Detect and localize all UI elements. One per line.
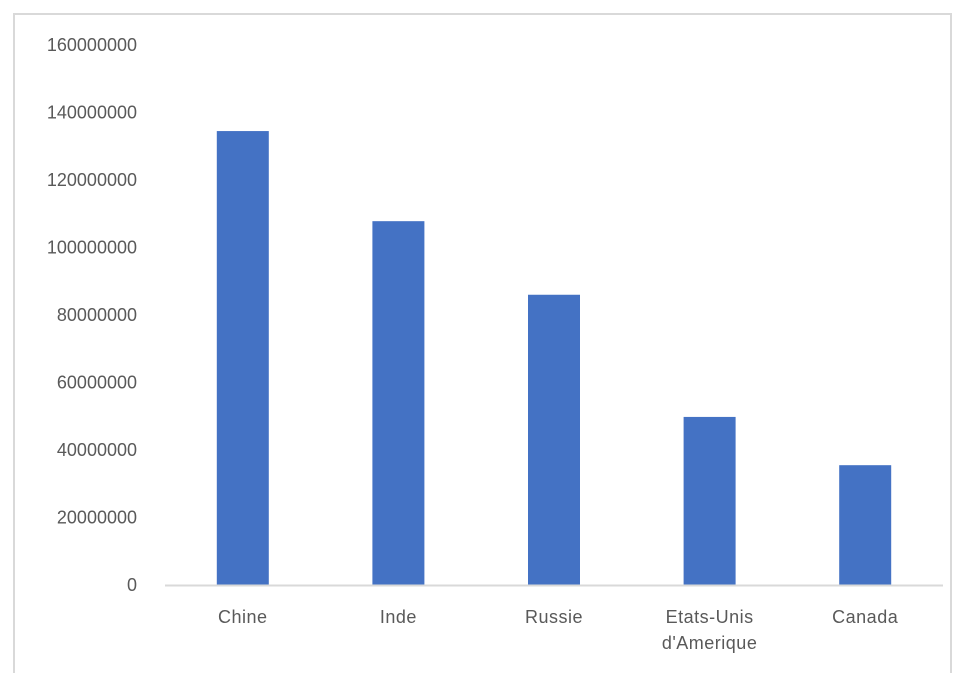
y-axis-ticks: 0 20000000 40000000 60000000 80000000 1000000… bbox=[47, 35, 137, 595]
x-axis-labels: Chine Inde Russie Etats-Unis d'Amerique Canad… bbox=[218, 607, 899, 653]
chart-frame bbox=[13, 13, 952, 673]
bar-canada bbox=[839, 465, 892, 585]
x-tick-label: Inde bbox=[380, 607, 417, 627]
bar-etats-unis-d-amerique bbox=[683, 416, 736, 585]
bar-inde bbox=[372, 221, 425, 586]
y-tick-label: 80000000 bbox=[57, 305, 137, 325]
y-tick-label: 0 bbox=[127, 575, 137, 595]
y-tick-label: 120000000 bbox=[47, 170, 137, 190]
bar-russie bbox=[528, 294, 580, 585]
y-tick-label: 100000000 bbox=[47, 238, 137, 258]
x-tick-label: Etats-Unis d'Amerique bbox=[662, 607, 757, 653]
x-tick-label: Chine bbox=[218, 607, 268, 627]
y-tick-label: 60000000 bbox=[57, 373, 137, 393]
bar-chine bbox=[216, 131, 269, 585]
bars bbox=[216, 131, 892, 586]
x-tick-label: Russie bbox=[525, 607, 583, 627]
x-tick-label: Canada bbox=[832, 607, 899, 627]
y-tick-label: 140000000 bbox=[47, 103, 137, 123]
y-tick-label: 40000000 bbox=[57, 440, 137, 460]
y-tick-label: 20000000 bbox=[57, 508, 137, 528]
y-tick-label: 160000000 bbox=[47, 35, 137, 55]
